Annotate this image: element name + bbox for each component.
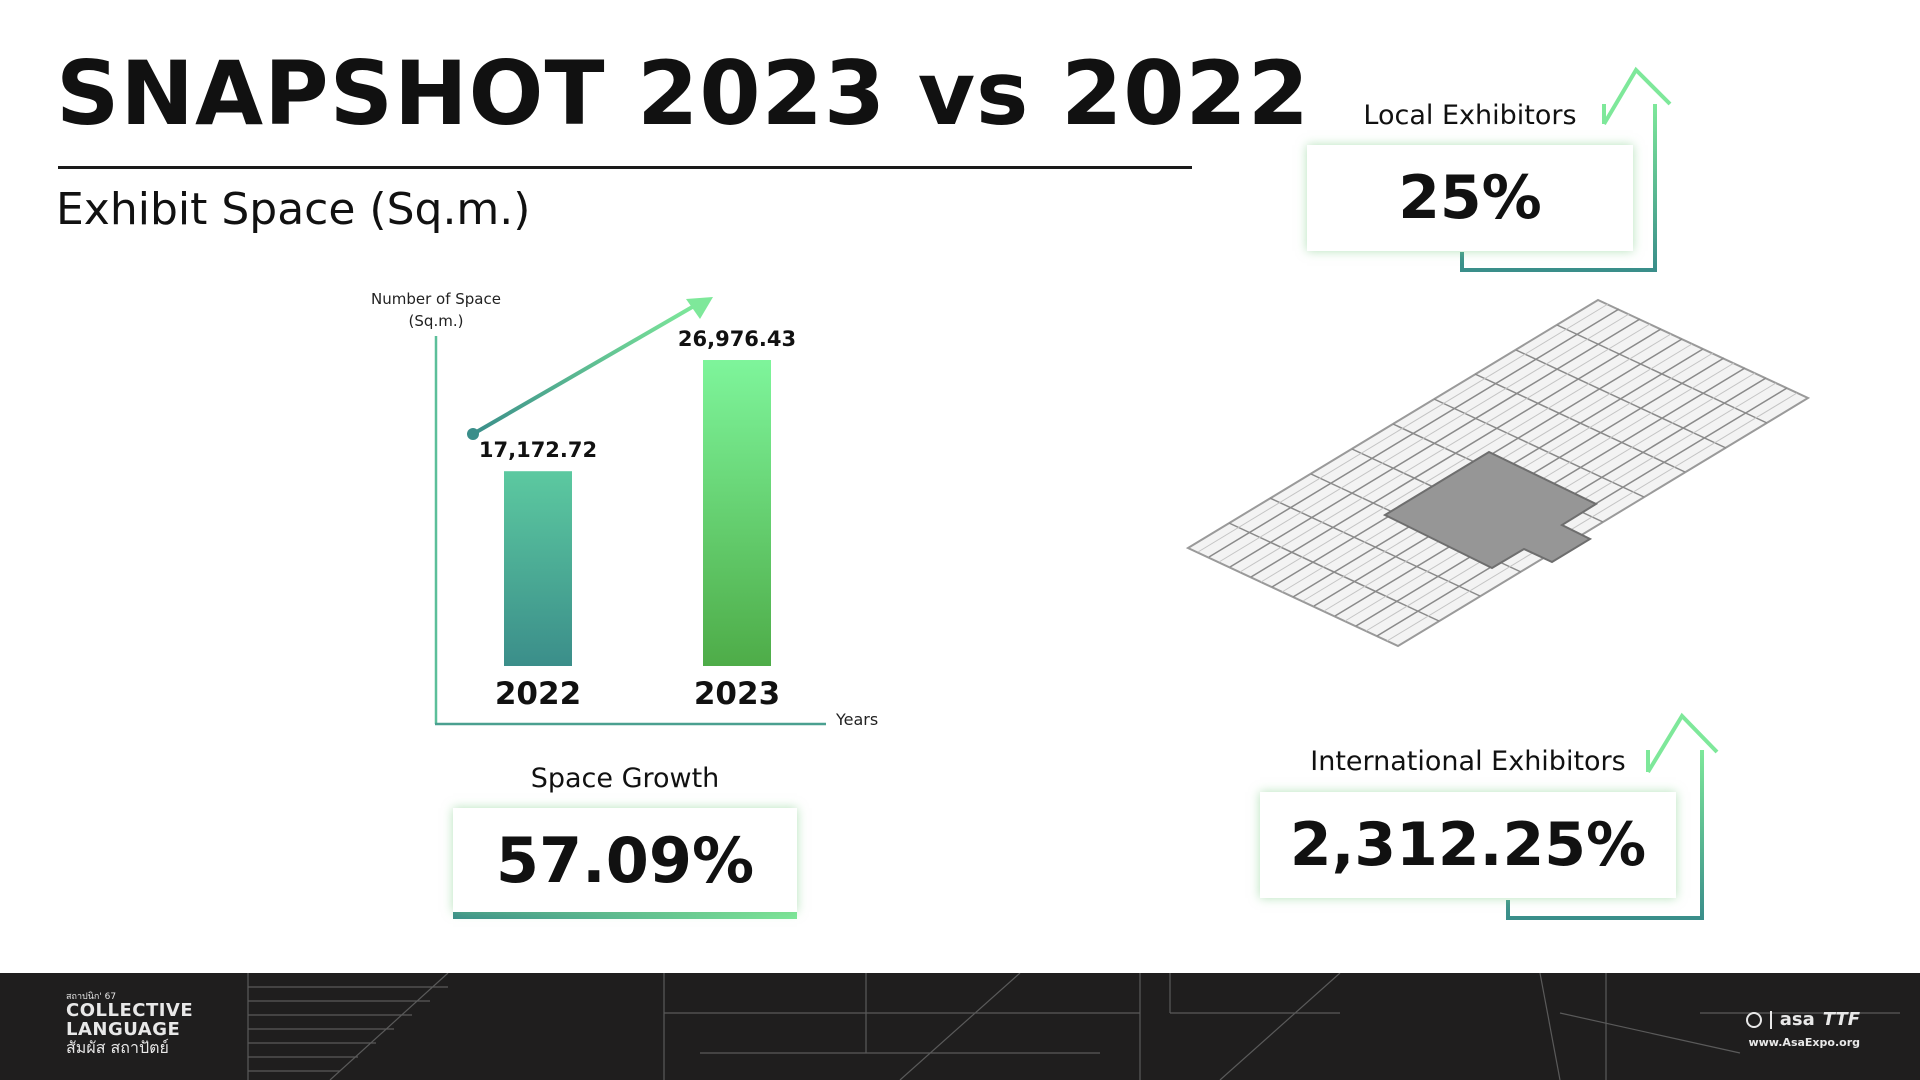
international-exhibitors-up-arrow — [1506, 750, 1704, 920]
trend-arrow-start-dot — [467, 428, 479, 440]
bar-2023 — [703, 360, 771, 666]
x-tick-label-2023: 2023 — [694, 676, 780, 712]
international-exhibitors-value: 2,312.25% — [1289, 810, 1647, 880]
page-title: SNAPSHOT 2023 vs 2022 — [56, 42, 1310, 145]
y-axis-label-line1: Number of Space — [371, 290, 501, 308]
local-exhibitors-label: Local Exhibitors — [1363, 100, 1577, 131]
seal-icon — [1745, 1011, 1762, 1028]
data-label-2023: 26,976.43 — [678, 327, 796, 351]
trend-arrow-line — [471, 304, 696, 436]
local-exhibitors-value: 25% — [1398, 163, 1542, 233]
logo-line2: LANGUAGE — [66, 1019, 181, 1041]
space-growth-value: 57.09% — [495, 823, 755, 897]
trend-arrow-head — [686, 297, 713, 319]
title-divider — [58, 166, 1192, 169]
local-exhibitors-arrow-head — [1602, 66, 1672, 126]
local-exhibitors-box: 25% — [1307, 145, 1633, 251]
space-growth-underline — [453, 912, 797, 919]
collective-language-logo: สถาปนิก' 67 COLLECTIVE LANGUAGE สัมผัส ส… — [66, 992, 194, 1058]
x-tick-label-2022: 2022 — [495, 676, 581, 712]
ttf-logo: TTF — [1822, 1009, 1860, 1030]
logo-small-text: สถาปนิก' 67 — [66, 992, 117, 1002]
x-axis-label: Years — [835, 710, 878, 729]
brand-divider — [1769, 1010, 1772, 1029]
footer-decorative-lines — [247, 973, 1900, 1080]
international-exhibitors-label: International Exhibitors — [1310, 746, 1626, 777]
page-subtitle: Exhibit Space (Sq.m.) — [56, 184, 531, 235]
sponsor-logos: asa TTF www.AsaExpo.org — [1745, 1009, 1860, 1049]
logo-thai-text: สัมผัส สถาปัตย์ — [66, 1038, 169, 1058]
international-exhibitors-box: 2,312.25% — [1260, 792, 1676, 898]
space-growth-label: Space Growth — [530, 763, 720, 794]
website-url: www.AsaExpo.org — [1748, 1036, 1860, 1049]
bar-chart: Number of Space (Sq.m.) Years 17,172.72 … — [371, 66, 1811, 920]
footer: สถาปนิก' 67 COLLECTIVE LANGUAGE สัมผัส ส… — [0, 973, 1920, 1080]
data-label-2022: 17,172.72 — [479, 438, 597, 462]
y-axis-label-line2: (Sq.m.) — [409, 312, 464, 330]
logo-line1: COLLECTIVE — [66, 1000, 194, 1022]
local-exhibitors-up-arrow — [1460, 104, 1657, 272]
international-exhibitors-arrow-head — [1646, 712, 1719, 774]
asa-logo: asa — [1779, 1009, 1815, 1030]
bar-2022 — [504, 471, 572, 666]
exhibition-floor-plan-icon — [1185, 298, 1811, 648]
space-growth-box: 57.09% — [453, 808, 797, 912]
